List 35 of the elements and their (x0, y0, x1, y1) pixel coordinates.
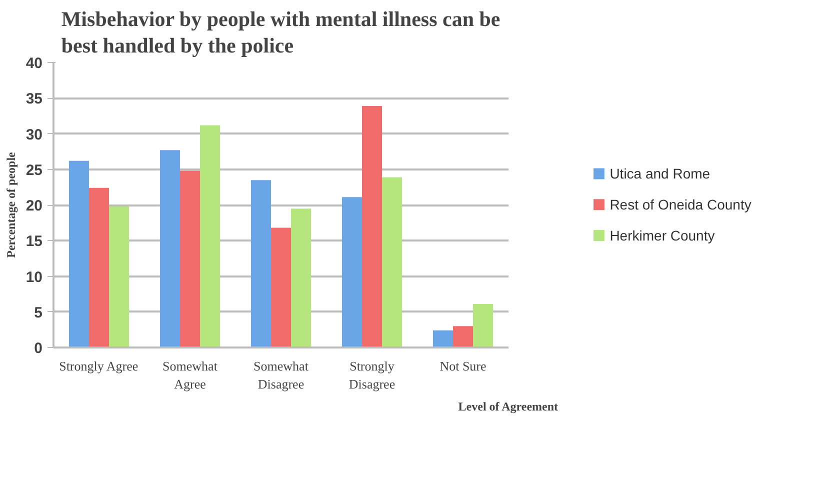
bar (160, 150, 180, 348)
bar (432, 330, 453, 348)
x-tick-label: Not Sure (440, 358, 487, 374)
legend-label: Herkimer County (610, 228, 715, 244)
y-axis-title: Percentage of people (4, 151, 18, 258)
y-tick-label: 15 (26, 233, 43, 250)
y-tick-label: 35 (26, 90, 43, 108)
bar (291, 208, 312, 348)
x-tick-label: Strongly Agree (59, 358, 138, 374)
x-tick-label: Somewhat Agree (162, 358, 218, 392)
bar (250, 180, 271, 348)
legend-label: Utica and Rome (610, 166, 710, 182)
bar (68, 160, 89, 348)
bar (382, 177, 402, 348)
bar (452, 326, 474, 348)
bar (342, 197, 362, 348)
legend-label: Rest of Oneida County (610, 196, 752, 213)
bar (473, 304, 494, 348)
y-tick-label: 0 (34, 340, 42, 357)
x-axis-title: Level of Agreement (458, 400, 558, 414)
y-tick-label: 40 (26, 55, 43, 72)
y-tick-label: 30 (26, 126, 43, 144)
chart-title: Misbehavior by people with mental illness can be best handled by the police (61, 7, 500, 58)
x-tick-label: Strongly Disagree (348, 358, 396, 392)
bar (180, 170, 200, 348)
bar (88, 188, 110, 348)
y-tick-label: 10 (26, 268, 43, 286)
bar (109, 206, 130, 348)
y-tick-label: 5 (34, 304, 42, 322)
bar (362, 106, 382, 348)
y-tick-label: 20 (26, 198, 43, 214)
bar (200, 125, 220, 348)
x-tick-label: Somewhat Disagree (254, 358, 309, 392)
y-tick-label: 25 (26, 162, 43, 179)
bar (270, 228, 292, 348)
